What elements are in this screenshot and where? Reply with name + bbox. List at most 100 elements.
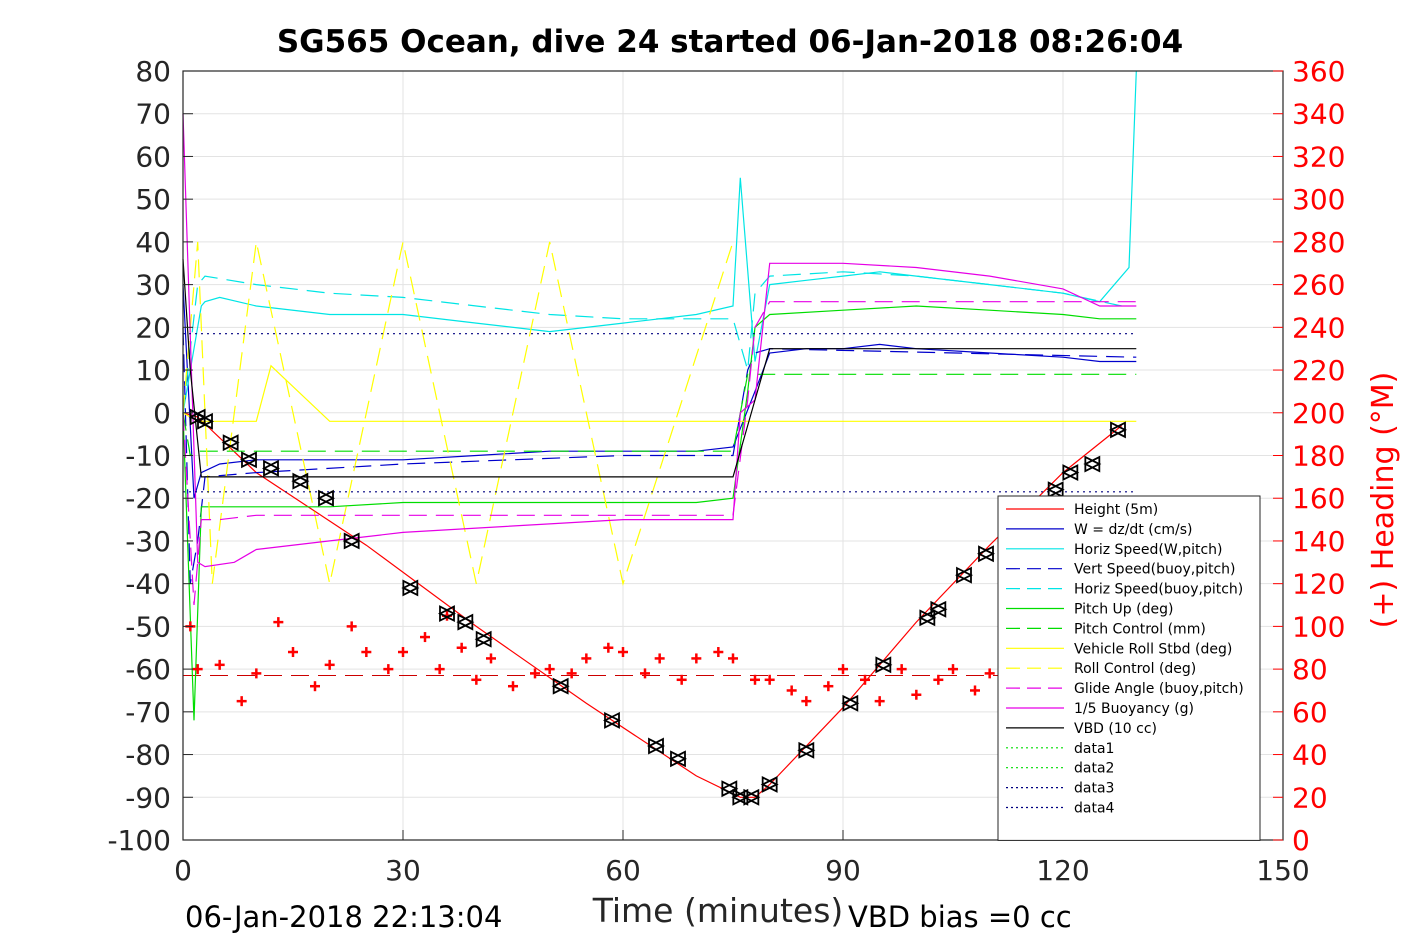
y-tick-label: 10 bbox=[135, 354, 171, 387]
heading-mark bbox=[603, 642, 614, 653]
depth-marker bbox=[668, 750, 688, 768]
depth-marker bbox=[1046, 481, 1065, 499]
heading-mark bbox=[933, 674, 944, 685]
legend-label: data4 bbox=[1074, 801, 1115, 817]
heading-mark bbox=[676, 674, 687, 685]
depth-marker bbox=[1083, 455, 1102, 473]
y-tick-label: -30 bbox=[125, 525, 171, 558]
legend-label: Height (5m) bbox=[1074, 502, 1158, 518]
y2-tick-label: 280 bbox=[1292, 226, 1345, 259]
y2-tick-label: 80 bbox=[1292, 653, 1328, 686]
y2-tick-label: 300 bbox=[1292, 183, 1345, 216]
legend-label: Vehicle Roll Stbd (deg) bbox=[1074, 641, 1232, 657]
heading-mark bbox=[361, 647, 372, 658]
depth-marker bbox=[976, 545, 996, 563]
heading-mark bbox=[654, 653, 665, 664]
series-line-7 bbox=[182, 364, 1137, 422]
y-tick-label: -90 bbox=[125, 781, 171, 814]
x-tick-label: 120 bbox=[1036, 854, 1089, 887]
heading-mark bbox=[618, 647, 628, 658]
depth-marker bbox=[1108, 421, 1128, 439]
y-tick-label: -10 bbox=[125, 440, 171, 473]
depth-marker bbox=[474, 630, 493, 648]
heading-mark bbox=[324, 659, 335, 670]
y2-tick-label: 100 bbox=[1292, 610, 1345, 643]
heading-mark bbox=[838, 664, 848, 675]
y2-axis-label: (+) Heading (°M) bbox=[1366, 372, 1401, 629]
heading-mark bbox=[544, 664, 555, 675]
x-tick-label: 90 bbox=[825, 854, 861, 887]
y-tick-label: 30 bbox=[135, 269, 171, 302]
legend-label: Horiz Speed(W,pitch) bbox=[1074, 542, 1222, 558]
footer-timestamp: 06-Jan-2018 22:13:04 bbox=[185, 900, 502, 934]
depth-marker bbox=[731, 788, 750, 806]
series-line-4 bbox=[182, 271, 1122, 413]
y2-tick-label: 0 bbox=[1292, 824, 1310, 857]
y-tick-label: 50 bbox=[135, 183, 171, 216]
y-tick-label: 0 bbox=[153, 397, 171, 430]
series-line-10 bbox=[182, 113, 1137, 568]
heading-mark bbox=[471, 674, 482, 685]
legend-label: VBD (10 cc) bbox=[1074, 721, 1157, 737]
y2-tick-label: 360 bbox=[1292, 55, 1345, 88]
depth-marker bbox=[742, 788, 761, 806]
series-line-1 bbox=[182, 284, 1137, 499]
depth-marker bbox=[401, 579, 420, 597]
y-tick-label: -60 bbox=[125, 653, 171, 686]
axis-layer: 0 30 60 90 120 15080706050403020100-10-20-30-… bbox=[107, 55, 1345, 887]
depth-marker bbox=[195, 412, 215, 430]
heading-mark bbox=[434, 664, 445, 675]
depth-marker bbox=[1061, 464, 1080, 482]
y-tick-label: 60 bbox=[135, 140, 171, 173]
heading-mark bbox=[970, 685, 980, 696]
depth-marker bbox=[551, 677, 570, 695]
chart-title: SG565 Ocean, dive 24 started 06-Jan-2018… bbox=[277, 24, 1183, 60]
depth-marker bbox=[221, 434, 240, 452]
x-tick-label: 60 bbox=[605, 854, 641, 887]
heading-mark bbox=[911, 689, 922, 700]
depth-marker bbox=[874, 656, 893, 674]
heading-mark bbox=[896, 664, 907, 675]
depth-markers-layer bbox=[188, 408, 1128, 806]
y2-tick-label: 320 bbox=[1292, 140, 1345, 173]
depth-marker bbox=[316, 489, 336, 507]
legend: Height (5m) W = dz/dt (cm/s) Horiz Speed(W… bbox=[997, 495, 1261, 841]
depth-marker bbox=[239, 451, 259, 469]
heading-mark bbox=[581, 653, 592, 664]
legend-label: data1 bbox=[1074, 741, 1114, 757]
y-tick-label: 40 bbox=[135, 226, 171, 259]
heading-mark bbox=[750, 674, 760, 685]
depth-marker bbox=[918, 609, 937, 627]
series-line-5 bbox=[182, 305, 1137, 721]
heading-mark bbox=[713, 647, 724, 658]
y2-tick-label: 340 bbox=[1292, 98, 1345, 131]
y2-tick-label: 40 bbox=[1292, 739, 1328, 772]
series-line-8 bbox=[182, 241, 734, 587]
y2-tick-label: 60 bbox=[1292, 696, 1328, 729]
y-tick-label: -20 bbox=[125, 482, 171, 515]
y2-tick-label: 120 bbox=[1292, 568, 1345, 601]
depth-marker bbox=[602, 711, 622, 729]
heading-mark bbox=[236, 696, 247, 707]
y-tick-label: 70 bbox=[135, 98, 171, 131]
heading-mark bbox=[383, 664, 394, 675]
heading-marks-layer bbox=[185, 610, 995, 707]
heading-mark bbox=[728, 653, 738, 664]
heading-mark bbox=[310, 681, 320, 692]
heading-mark bbox=[566, 668, 577, 679]
heading-mark bbox=[508, 681, 518, 692]
y2-tick-label: 140 bbox=[1292, 525, 1345, 558]
y2-tick-label: 260 bbox=[1292, 269, 1345, 302]
x-tick-label: 0 bbox=[174, 854, 192, 887]
y2-tick-label: 240 bbox=[1292, 311, 1345, 344]
footer-vbd-bias: VBD bias =0 cc bbox=[848, 900, 1072, 934]
depth-marker bbox=[291, 472, 310, 490]
y2-tick-label: 160 bbox=[1292, 482, 1345, 515]
heading-mark bbox=[288, 647, 298, 658]
heading-mark bbox=[984, 668, 995, 679]
heading-mark bbox=[530, 668, 540, 679]
heading-mark bbox=[456, 642, 467, 653]
heading-mark bbox=[860, 674, 870, 685]
heading-mark bbox=[486, 653, 496, 664]
y-tick-label: -70 bbox=[125, 696, 171, 729]
